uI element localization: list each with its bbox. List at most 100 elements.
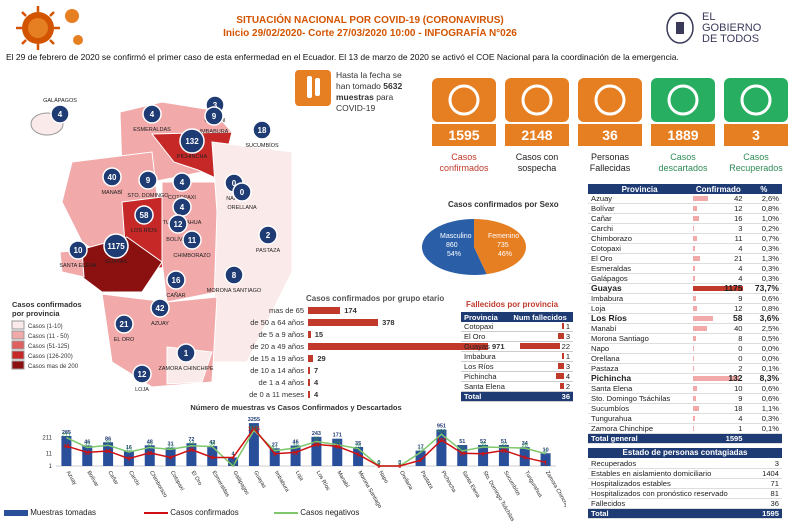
negative-label: 28 [522,443,528,449]
marker-circle [204,106,224,126]
marker-circle [232,182,252,202]
recovered-person-icon [724,78,788,122]
marker-circle [134,205,154,225]
map-marker: 4 ESMERALDAS [133,104,171,133]
legend-swatch [11,330,25,340]
age-bar [308,331,311,338]
tests-label: 17 [418,445,424,451]
map-marker: 18 SUCUMBÍOS [245,120,279,149]
estado-row: Estables en aislamiento domiciliario 1404 [588,468,782,479]
map-marker: 21 EL ORO [114,314,135,343]
confirmed-label: 10 [459,451,465,457]
province-label: GALÁPAGOS [43,97,77,104]
deaths-row: Imbabura 1 [461,351,573,363]
kpi-value: 36 [578,124,642,146]
kpi-value: 2148 [505,124,569,146]
marker-value: 0 [232,179,237,188]
x-tick-label: Los Ríos [315,470,331,492]
tests-bar [228,457,239,466]
province-label: NAPO [226,196,242,202]
age-label: de 10 a 14 años [250,366,304,375]
confirmed-label: 0 [398,464,401,470]
province-row: Loja 12 0,8% [588,303,782,314]
negative-label: 32 [147,442,153,448]
tests-label: 31 [168,442,174,448]
confirmed-label: 12 [84,450,90,456]
tests-label: 48 [147,439,153,445]
tests-label: 72 [188,437,194,443]
province-row: El Oro 21 1,3% [588,253,782,264]
marker-value: 16 [172,276,181,285]
negative-label: 401 [437,429,446,435]
deaths-row: Santa Elena 2 [461,381,573,393]
province-label: CAÑAR [166,292,185,299]
negative-label: 35 [480,442,486,448]
map-marker: 42 AZUAY [150,298,170,327]
age-bar [308,355,314,362]
people-icon [505,78,569,122]
age-bar [308,307,341,314]
tests-bar [457,445,468,466]
legend-tests: Muestras tomadas [30,508,97,517]
x-tick-label: Pichincha [440,470,458,494]
province-row: Azuay 42 2,6% [588,194,782,204]
province-table: Provincia Confirmado% Azuay 42 2,6% Bolívar 1… [588,184,782,444]
confirmed-label: 9 [482,452,485,458]
tests-bar [290,445,301,466]
male-label: Masculino [440,233,472,240]
province-row: Zamora Chinchipe 1 0,1% [588,423,782,434]
age-label: de 20 a 49 años [250,342,304,351]
province-label: ESMERALDAS [133,127,171,133]
deaths-total-row: Total 36 [461,391,573,403]
province-label: MANABÍ [101,189,123,196]
province-row: Orellana 0 0,0% [588,353,782,364]
age-value: 4 [314,390,319,399]
marker-circle [182,230,202,250]
deaths-row: Pichincha 4 [461,371,573,383]
marker-circle [138,170,158,190]
x-tick-label: Orellana [398,470,414,492]
tests-bar [498,445,509,466]
x-tick-label: Cotopaxi [169,470,185,492]
tests-label: 3255 [248,417,260,423]
tests-label: 35 [355,441,361,447]
age-bar [308,379,310,386]
marker-circle [50,104,70,124]
deaths-table: Provincia Num fallecidos Cotopaxi 1 El Oro… [461,312,573,403]
header-title-block: SITUACIÓN NACIONAL POR COVID-19 (CORONAV… [200,14,540,40]
age-bar [308,391,310,398]
tests-bar [186,443,197,466]
legend-swatch [11,340,25,350]
estado-title: Estado de personas contagiadas [588,448,782,458]
marker-circle [150,298,170,318]
province-row: Carchi 3 0,2% [588,223,782,234]
test-tube-icon [295,70,331,106]
ecuador-map: 4GALÁPAGOS4ESMERALDAS3CARCHI9IMBABURA18S… [11,95,292,393]
tests-label: 52 [480,439,486,445]
age-bar [308,343,488,350]
x-tick-label: Galápagos [231,470,250,496]
tests-label: 86 [105,436,111,442]
legend-swatch [11,320,25,330]
confirmed-label: 1 [544,460,547,466]
deceased-icon [578,78,642,122]
legend-label: Casos mas de 200 [28,364,79,370]
province-row: Guayas 1175 73,7% [588,283,782,294]
legend-confirmed: Casos confirmados [170,508,239,517]
legend-swatch [11,350,25,360]
age-label: mas de 65 [268,306,304,315]
tests-label: 34 [522,441,529,447]
x-tick-label: Loja [294,470,305,483]
female-value: 735 [497,242,509,249]
marker-value: 4 [58,110,63,119]
confirmed-label: 40 [334,444,340,450]
age-label: de 15 a 19 años [250,354,304,363]
map-marker: 10 SANTA ELENA [59,240,97,269]
province-row: Santa Elena 10 0,6% [588,383,782,394]
age-label: de 50 a 64 años [250,318,304,327]
negative-label: 16 [459,446,465,452]
pie-slice-male [422,219,487,275]
legend-label: Casos (1-10) [28,324,63,330]
province-label: BOLÍVAR [166,236,189,243]
kpi-label: Personas Fallecidas [589,152,631,173]
